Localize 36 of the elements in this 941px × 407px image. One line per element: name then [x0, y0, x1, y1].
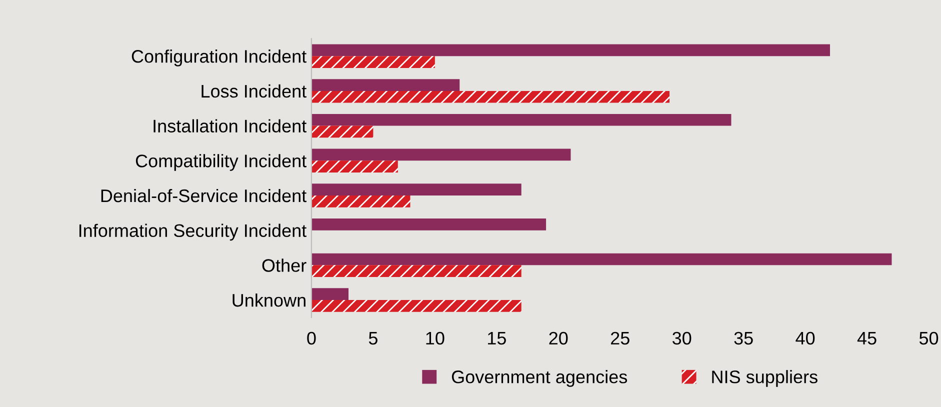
legend-label: NIS suppliers — [712, 370, 818, 387]
bar — [311, 90, 670, 103]
bar — [311, 114, 732, 126]
y-tick-label: Unknown — [232, 293, 306, 307]
x-tick-label: 50 — [919, 332, 938, 345]
bar — [311, 160, 398, 172]
x-tick-label: 25 — [610, 332, 630, 345]
legend-label: Government agencies — [452, 370, 628, 387]
x-tick-label: 45 — [857, 332, 876, 345]
x-tick-label: 20 — [549, 332, 568, 345]
bar — [311, 56, 435, 68]
bar — [311, 218, 546, 230]
x-tick-label: 5 — [368, 332, 378, 345]
bar — [311, 126, 374, 138]
bar — [311, 148, 571, 161]
bar — [311, 79, 460, 91]
y-tick-label: Compatibility Incident — [136, 154, 306, 171]
x-tick-label: 10 — [426, 332, 444, 345]
x-tick-label: 35 — [734, 332, 753, 345]
bar — [311, 300, 522, 312]
bar — [311, 195, 410, 208]
x-tick-label: 15 — [488, 332, 506, 345]
y-tick-label: Installation Incident — [154, 119, 306, 133]
x-tick-label: 0 — [307, 332, 316, 345]
x-tick-label: 30 — [672, 332, 692, 345]
bar — [311, 253, 892, 266]
bar — [311, 184, 522, 196]
y-tick-label: Other — [262, 258, 306, 272]
y-tick-label: Denial-of-Service Incident — [101, 188, 306, 202]
bar — [311, 288, 349, 300]
y-tick-label: Information Security Incident — [79, 224, 306, 241]
x-tick-label: 40 — [796, 332, 815, 345]
bar — [311, 265, 522, 278]
bar — [311, 44, 830, 56]
y-tick-label: Configuration Incident — [132, 50, 306, 66]
y-tick-label: Loss Incident — [202, 84, 306, 98]
